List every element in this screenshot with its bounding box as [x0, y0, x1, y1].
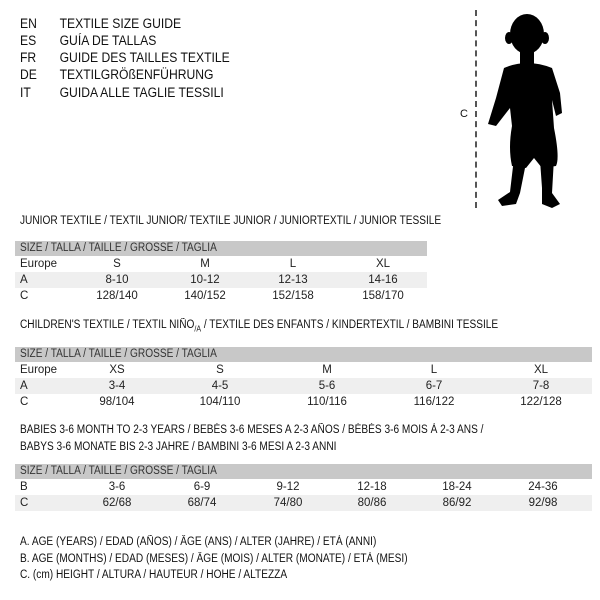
language-title-fr: FR GUIDE DES TAILLES TEXTILE — [20, 50, 230, 65]
table-row: C 98/104 104/110 110/116 116/122 122/128 — [15, 394, 592, 410]
table-row: A 3-4 4-5 5-6 6-7 7-8 — [15, 378, 592, 394]
baby-silhouette-icon — [488, 14, 562, 208]
table-cell: 140/152 — [184, 290, 226, 302]
table-cell: 122/128 — [520, 396, 562, 408]
table-cell: XS — [109, 364, 125, 376]
table-cell: 6-7 — [425, 380, 443, 392]
table-cell: 128/140 — [96, 290, 138, 302]
table-header: SIZE / TALLA / TAILLE / GRÖSSE / TAGLIA — [15, 241, 427, 256]
table-cell: 92/98 — [528, 497, 558, 509]
row-label: Europe — [20, 364, 58, 376]
row-label: B — [20, 481, 28, 493]
table-cell: S — [216, 364, 224, 376]
table-cell: S — [113, 258, 121, 270]
row-label: A — [20, 380, 28, 392]
table-cell: 5-6 — [318, 380, 336, 392]
table-cell: 24-36 — [528, 481, 558, 493]
table-cell: 8-10 — [105, 274, 129, 286]
language-text: GUIDA ALLE TAGLIE TESSILI — [59, 85, 224, 100]
table-cell: M — [322, 364, 332, 376]
table-cell: 10-12 — [190, 274, 220, 286]
table-cell: 18-24 — [442, 481, 472, 493]
babies-title-line2: BABYS 3-6 MONATE BIS 2-3 JAHRE / BAMBINI… — [20, 441, 337, 453]
language-text: TEXTILGRÖßENFÜHRUNG — [59, 67, 214, 82]
language-code: EN — [20, 16, 37, 31]
language-text: GUIDE DES TAILLES TEXTILE — [59, 50, 230, 65]
row-label: C — [20, 396, 29, 408]
table-cell: 86/92 — [442, 497, 472, 509]
row-label: A — [20, 274, 28, 286]
babies-title-line1: BABIES 3-6 MONTH TO 2-3 YEARS / BEBÉS 3-… — [20, 424, 484, 436]
table-cell: 110/116 — [307, 396, 347, 408]
table-cell: 4-5 — [211, 380, 229, 392]
table-cell: 80/86 — [357, 497, 387, 509]
table-row: Europe S M L XL — [15, 256, 427, 272]
table-cell: L — [289, 258, 297, 270]
table-cell: 158/170 — [362, 290, 404, 302]
language-code: DE — [20, 67, 37, 82]
table-cell: 152/158 — [272, 290, 314, 302]
table-cell: L — [430, 364, 438, 376]
junior-title: JUNIOR TEXTILE / TEXTIL JUNIOR/ TEXTILE … — [20, 215, 442, 227]
table-header: SIZE / TALLA / TAILLE / GRÖSSE / TAGLIA — [15, 464, 592, 479]
language-title-it: IT GUIDA ALLE TAGLIE TESSILI — [20, 85, 224, 100]
babies-size-table: SIZE / TALLA / TAILLE / GRÖSSE / TAGLIA … — [15, 464, 592, 511]
height-measure-label: C — [460, 108, 468, 120]
table-row: C 128/140 140/152 152/158 158/170 — [15, 288, 427, 304]
language-code: ES — [20, 33, 37, 48]
table-cell: 14-16 — [368, 274, 398, 286]
table-cell: XL — [375, 258, 391, 270]
table-row: C 62/68 68/74 74/80 80/86 86/92 92/98 — [15, 495, 592, 511]
language-title-de: DE TEXTILGRÖßENFÜHRUNG — [20, 67, 214, 82]
language-title-es: ES GUÍA DE TALLAS — [20, 33, 156, 48]
language-text: GUÍA DE TALLAS — [59, 33, 157, 48]
table-row: A 8-10 10-12 12-13 14-16 — [15, 272, 427, 288]
row-label: C — [20, 290, 29, 302]
table-cell: 12-18 — [357, 481, 387, 493]
table-cell: 116/122 — [413, 396, 455, 408]
language-code: IT — [20, 85, 31, 100]
table-cell: 98/104 — [99, 396, 135, 408]
language-title-en: EN TEXTILE SIZE GUIDE — [20, 16, 181, 31]
legend-a: A. AGE (YEARS) / EDAD (AÑOS) / ÂGE (ANS)… — [20, 536, 377, 548]
table-header: SIZE / TALLA / TAILLE / GRÖSSE / TAGLIA — [15, 347, 592, 362]
row-label: C — [20, 497, 29, 509]
table-cell: 68/74 — [187, 497, 217, 509]
table-cell: 12-13 — [278, 274, 308, 286]
table-cell: 3-4 — [108, 380, 126, 392]
table-row: Europe XS S M L XL — [15, 362, 592, 378]
table-cell: 104/110 — [199, 396, 241, 408]
table-cell: 7-8 — [532, 380, 550, 392]
height-measure-line — [475, 10, 477, 208]
table-cell: 9-12 — [276, 481, 300, 493]
legend-b: B. AGE (MONTHS) / EDAD (MESES) / ÂGE (MO… — [20, 553, 408, 565]
table-cell: M — [200, 258, 210, 270]
language-code: FR — [20, 50, 37, 65]
row-label: Europe — [20, 258, 58, 270]
legend-c: C. (cm) HEIGHT / ALTURA / HAUTEUR / HÖHE… — [20, 569, 288, 581]
table-cell: XL — [533, 364, 549, 376]
table-cell: 62/68 — [102, 497, 132, 509]
table-cell: 3-6 — [108, 481, 126, 493]
children-size-table: SIZE / TALLA / TAILLE / GRÖSSE / TAGLIA … — [15, 347, 592, 410]
table-row: B 3-6 6-9 9-12 12-18 18-24 24-36 — [15, 479, 592, 495]
children-title: CHILDREN'S TEXTILE / TEXTIL NIÑO/A / TEX… — [20, 319, 499, 334]
language-text: TEXTILE SIZE GUIDE — [59, 16, 182, 31]
table-cell: 6-9 — [193, 481, 211, 493]
junior-size-table: SIZE / TALLA / TAILLE / GRÖSSE / TAGLIA … — [15, 241, 427, 304]
table-cell: 74/80 — [273, 497, 303, 509]
